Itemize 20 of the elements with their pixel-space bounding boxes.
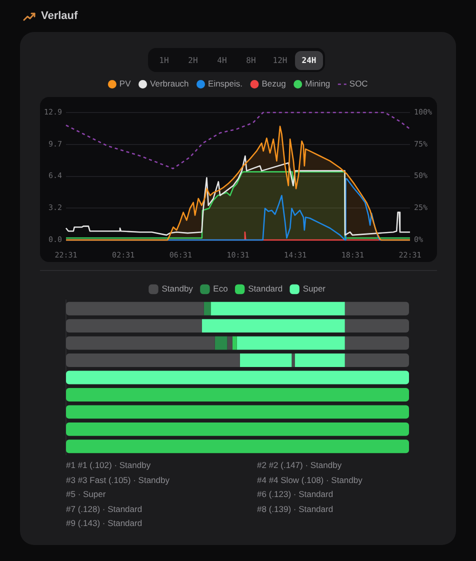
- text: #3 #3 Fast (.105) · Standby: [66, 474, 170, 487]
- legend-label: SOC: [349, 78, 368, 89]
- text: #1 #1 (.102) · Standby: [66, 459, 152, 472]
- legend-label: Super: [302, 284, 326, 294]
- legend-label: Standby: [162, 284, 194, 294]
- legend-label: Mining: [305, 78, 330, 89]
- legend-label: PV: [119, 78, 132, 89]
- legend-label: Verbrauch: [150, 78, 190, 89]
- text: #5 · Super: [66, 488, 107, 501]
- text: #2 #2 (.147) · Standby: [257, 459, 343, 472]
- legend-label: Bezug: [262, 78, 286, 89]
- text: #8 (.139) · Standard: [257, 502, 334, 516]
- legend-label: Standard: [248, 284, 283, 294]
- text: #4 #4 Slow (.108) · Standby: [257, 474, 364, 487]
- legend-label: Eco: [213, 284, 228, 294]
- text: #7 (.128) · Standard: [66, 502, 144, 516]
- chart-title: Verlauf: [41, 9, 78, 23]
- text: #9 (.143) · Standard: [66, 517, 144, 530]
- legend-label: Einspeis.: [208, 78, 243, 89]
- text: #6 (.123) · Standard: [257, 488, 334, 501]
